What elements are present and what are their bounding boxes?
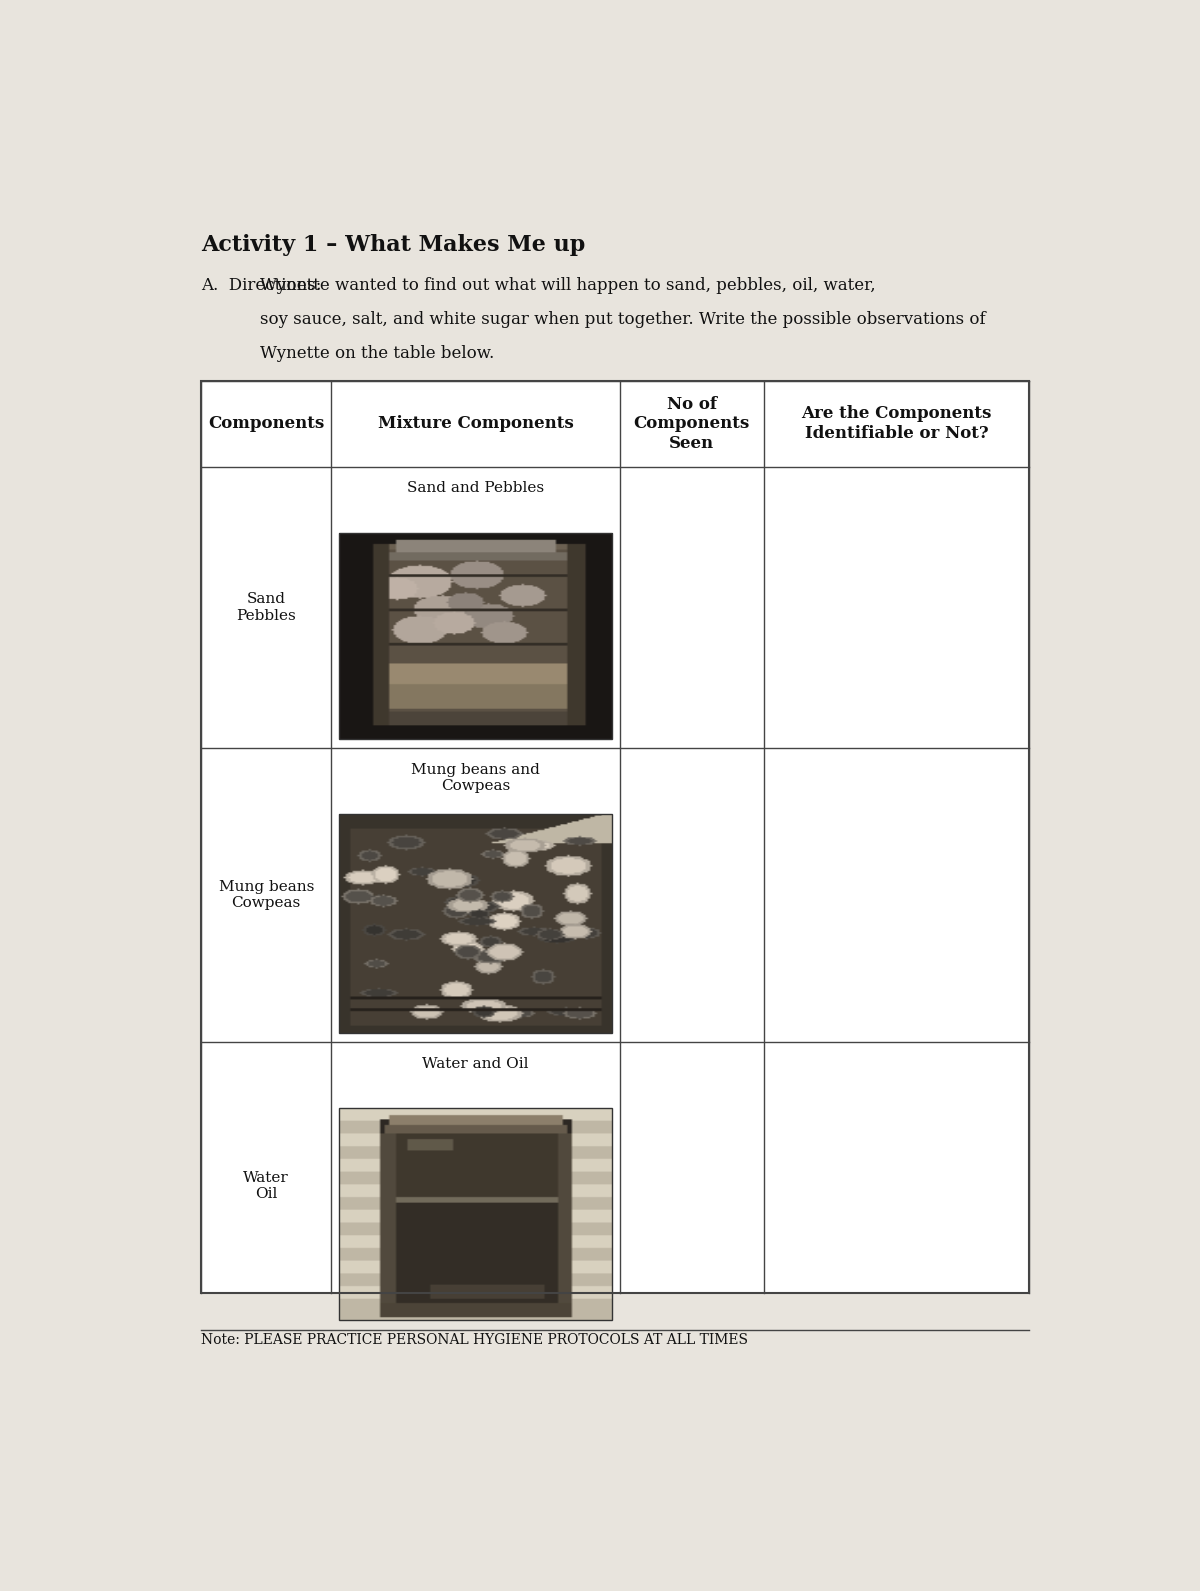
Text: Mung beans and
Cowpeas: Mung beans and Cowpeas bbox=[412, 764, 540, 794]
Text: Are the Components
Identifiable or Not?: Are the Components Identifiable or Not? bbox=[802, 406, 991, 442]
Bar bbox=[338, 815, 612, 1033]
Bar bbox=[338, 533, 612, 738]
Text: Activity 1 – What Makes Me up: Activity 1 – What Makes Me up bbox=[202, 234, 586, 256]
Bar bbox=[202, 380, 1028, 1293]
Text: Sand
Pebbles: Sand Pebbles bbox=[236, 592, 296, 622]
Text: Mung beans
Cowpeas: Mung beans Cowpeas bbox=[218, 880, 314, 910]
Text: A.  Directions:: A. Directions: bbox=[202, 277, 326, 294]
Bar bbox=[202, 380, 1028, 1293]
Text: Note: PLEASE PRACTICE PERSONAL HYGIENE PROTOCOLS AT ALL TIMES: Note: PLEASE PRACTICE PERSONAL HYGIENE P… bbox=[202, 1333, 748, 1346]
Text: soy sauce, salt, and white sugar when put together. Write the possible observati: soy sauce, salt, and white sugar when pu… bbox=[259, 310, 985, 328]
Text: Wynette on the table below.: Wynette on the table below. bbox=[259, 345, 494, 363]
Text: No of
Components
Seen: No of Components Seen bbox=[634, 396, 750, 452]
Text: Sand and Pebbles: Sand and Pebbles bbox=[407, 480, 544, 495]
Text: Water
Oil: Water Oil bbox=[244, 1171, 289, 1201]
Text: Mixture Components: Mixture Components bbox=[378, 415, 574, 433]
Text: Water and Oil: Water and Oil bbox=[422, 1056, 529, 1071]
Text: Wynette wanted to find out what will happen to sand, pebbles, oil, water,: Wynette wanted to find out what will hap… bbox=[259, 277, 875, 294]
Bar bbox=[338, 1109, 612, 1321]
Text: Components: Components bbox=[208, 415, 324, 433]
